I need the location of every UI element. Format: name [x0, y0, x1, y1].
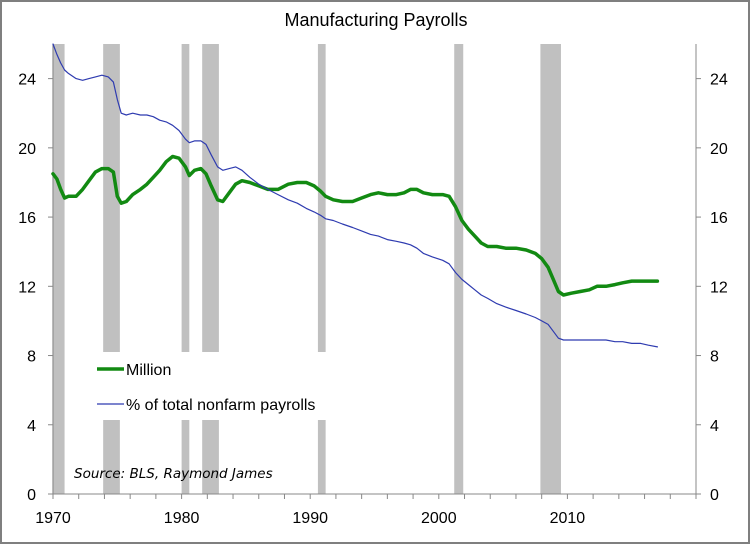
y-right-tick-12: 12 — [710, 279, 728, 296]
y-left-tick-16: 16 — [18, 210, 36, 227]
legend-box — [90, 352, 368, 420]
legend: Million % of total nonfarm payrolls — [90, 352, 368, 420]
recession-band-5 — [454, 44, 464, 494]
source-note: Source: BLS, Raymond James — [74, 466, 273, 482]
y-left-tick-0: 0 — [27, 487, 36, 504]
axes: 0 4 8 12 16 20 24 0 4 8 12 16 20 24 1970 1980 1990 2000 20… — [18, 44, 728, 527]
y-left-tick-8: 8 — [27, 349, 36, 366]
series-line-1 — [52, 43, 658, 348]
recession-band-0 — [52, 44, 65, 494]
y-right-tick-24: 24 — [710, 72, 728, 89]
series-lines — [51, 43, 660, 348]
y-left-tick-12: 12 — [18, 279, 36, 296]
chart-title: Manufacturing Payrolls — [284, 10, 467, 30]
y-right-tick-0: 0 — [710, 487, 719, 504]
x-tick-1980: 1980 — [164, 510, 200, 527]
recession-band-4 — [317, 44, 326, 494]
x-tick-1970: 1970 — [35, 510, 71, 527]
x-tick-1990: 1990 — [292, 510, 328, 527]
y-left-tick-20: 20 — [18, 141, 36, 158]
recession-band-2 — [181, 44, 190, 494]
recession-bands — [52, 44, 561, 494]
recession-band-1 — [103, 44, 120, 494]
recession-band-3 — [202, 44, 219, 494]
legend-label-percent: % of total nonfarm payrolls — [126, 397, 315, 414]
y-right-tick-20: 20 — [710, 141, 728, 158]
y-left-tick-4: 4 — [27, 418, 36, 435]
y-right-tick-16: 16 — [710, 210, 728, 227]
y-right-tick-4: 4 — [710, 418, 719, 435]
legend-label-million: Million — [126, 362, 171, 379]
y-right-tick-8: 8 — [710, 349, 719, 366]
series-line-0 — [51, 154, 660, 297]
x-tick-2000: 2000 — [421, 510, 457, 527]
y-left-tick-24: 24 — [18, 72, 36, 89]
x-tick-2010: 2010 — [550, 510, 586, 527]
